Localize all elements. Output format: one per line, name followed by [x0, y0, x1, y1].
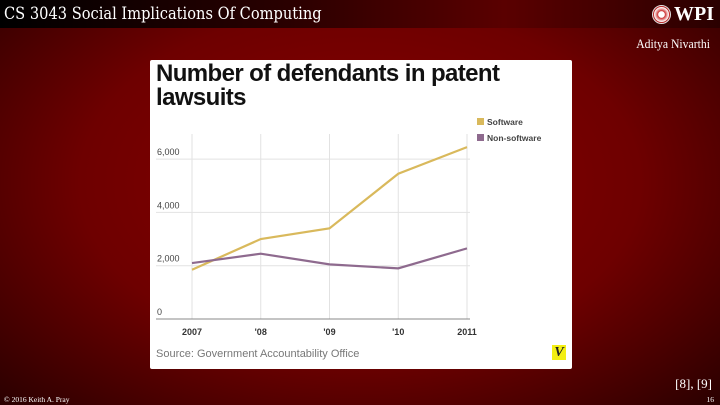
logo-text: WPI [674, 3, 714, 25]
y-tick-label: 0 [157, 307, 162, 317]
author-name: Aditya Nivarthi [636, 36, 710, 51]
copyright: © 2016 Keith A. Pray [4, 395, 70, 404]
x-tick-label: '09 [323, 327, 335, 337]
x-tick-label: 2007 [182, 327, 202, 337]
chart-source: Source: Government Accountability Office [156, 348, 360, 360]
chart-image: Number of defendants in patent lawsuits … [150, 60, 572, 369]
legend-label: Software [487, 117, 523, 127]
x-tick-label: '08 [255, 327, 267, 337]
wpi-seal-icon [652, 5, 671, 24]
chart-title: Number of defendants in patent lawsuits [156, 60, 500, 111]
y-tick-label: 4,000 [157, 200, 180, 210]
y-tick-label: 2,000 [157, 254, 180, 264]
y-tick-label: 6,000 [157, 147, 180, 157]
x-tick-label: '10 [392, 327, 404, 337]
legend-swatch [477, 134, 484, 141]
vox-logo: V [552, 345, 566, 360]
line-chart: 0 2,000 4,000 6,000 2007 '08 '09 '10 2011 Softwar… [156, 117, 542, 337]
page-number: 16 [706, 395, 715, 404]
slide-header-bar: CS 3043 Social Implications Of Computing… [0, 0, 720, 28]
x-tick-label: 2011 [457, 327, 477, 337]
citation: [8], [9] [675, 376, 712, 391]
wpi-logo: WPI [652, 3, 714, 26]
legend-label: Non-software [487, 133, 542, 143]
legend-swatch [477, 118, 484, 125]
course-title: CS 3043 Social Implications Of Computing [4, 4, 322, 24]
